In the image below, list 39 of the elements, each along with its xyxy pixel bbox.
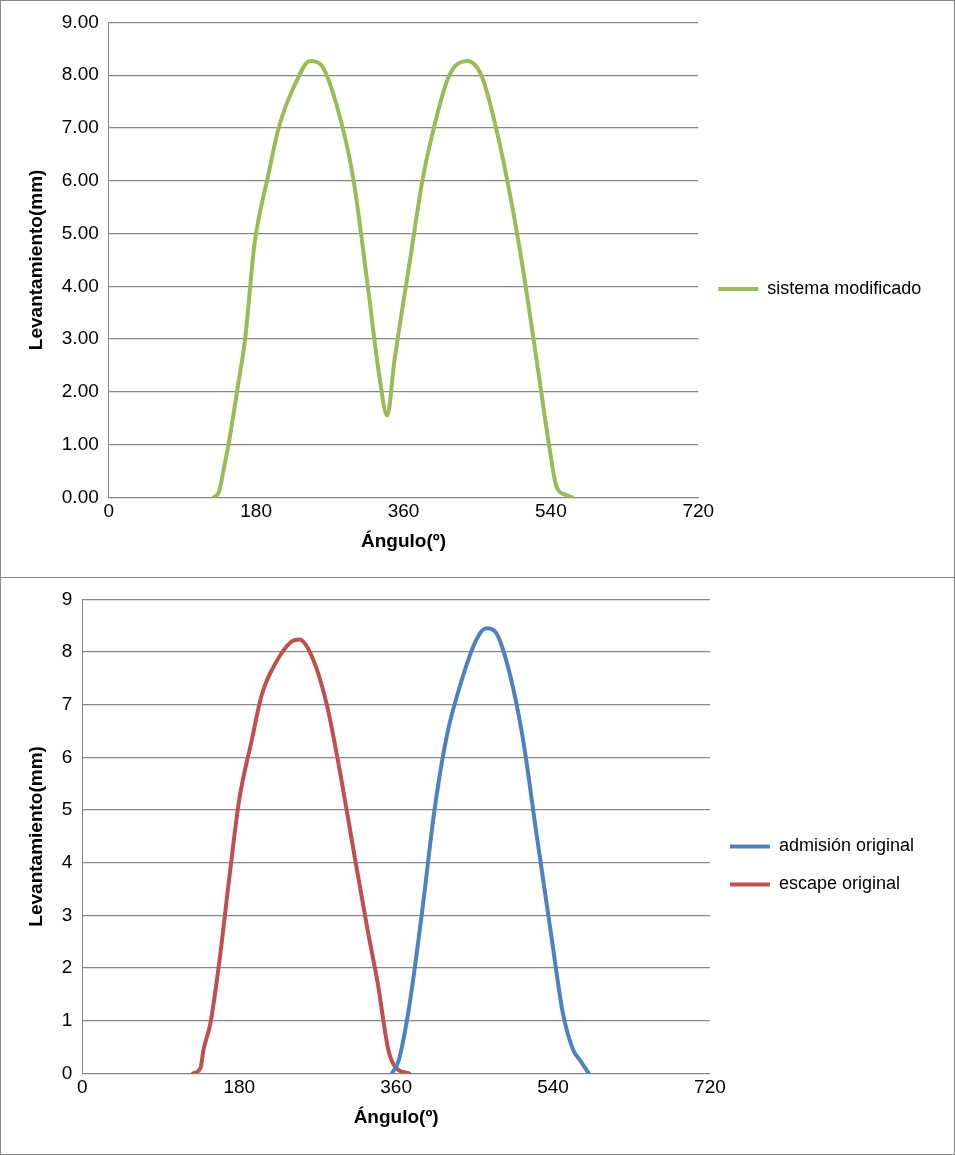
- legend-label: sistema modificado: [767, 277, 922, 298]
- x-tick-label: 180: [223, 1076, 256, 1098]
- y-tick-label: 3: [61, 903, 73, 925]
- y-tick-label: 2: [61, 956, 73, 978]
- y-tick-label: 1: [61, 1008, 73, 1030]
- legend-label: admisión original: [778, 835, 915, 856]
- y-tick-label: 2.00: [61, 380, 99, 402]
- y-tick-label: 7: [61, 692, 73, 714]
- y-tick-label: 4.00: [61, 274, 99, 296]
- y-tick-label: 1.00: [61, 432, 99, 454]
- y-tick-label: 0: [61, 1061, 73, 1083]
- y-tick-label: 4: [61, 850, 73, 872]
- x-axis-title: Ángulo(º): [361, 529, 447, 551]
- x-tick-label: 180: [240, 500, 272, 522]
- x-tick-label: 0: [103, 500, 115, 522]
- y-tick-label: 0.00: [61, 485, 99, 507]
- y-axis-title: Levantamiento(mm): [24, 746, 46, 927]
- y-tick-label: 7.00: [61, 116, 99, 138]
- y-tick-label: 3.00: [61, 327, 99, 349]
- y-tick-label: 5.00: [61, 221, 99, 243]
- line-series: [389, 626, 591, 1074]
- y-tick-label: 9: [61, 587, 73, 609]
- y-tick-label: 8: [61, 640, 73, 662]
- x-tick-label: 360: [380, 1076, 412, 1098]
- x-tick-label: 720: [682, 500, 715, 522]
- legend-label: escape original: [778, 873, 901, 894]
- line-series: [211, 58, 575, 498]
- x-tick-label: 540: [537, 1076, 569, 1098]
- x-tick-label: 360: [387, 500, 420, 522]
- y-tick-label: 5: [61, 798, 73, 820]
- y-tick-label: 6.00: [61, 168, 99, 190]
- x-tick-label: 720: [694, 1076, 726, 1098]
- x-axis-title: Ángulo(º): [353, 1105, 439, 1127]
- x-tick-label: 540: [535, 500, 567, 522]
- line-series: [191, 637, 412, 1074]
- y-tick-label: 8.00: [61, 63, 99, 85]
- y-axis-title: Levantamiento(mm): [24, 169, 46, 351]
- y-tick-label: 9.00: [61, 10, 99, 32]
- y-tick-label: 6: [61, 745, 73, 767]
